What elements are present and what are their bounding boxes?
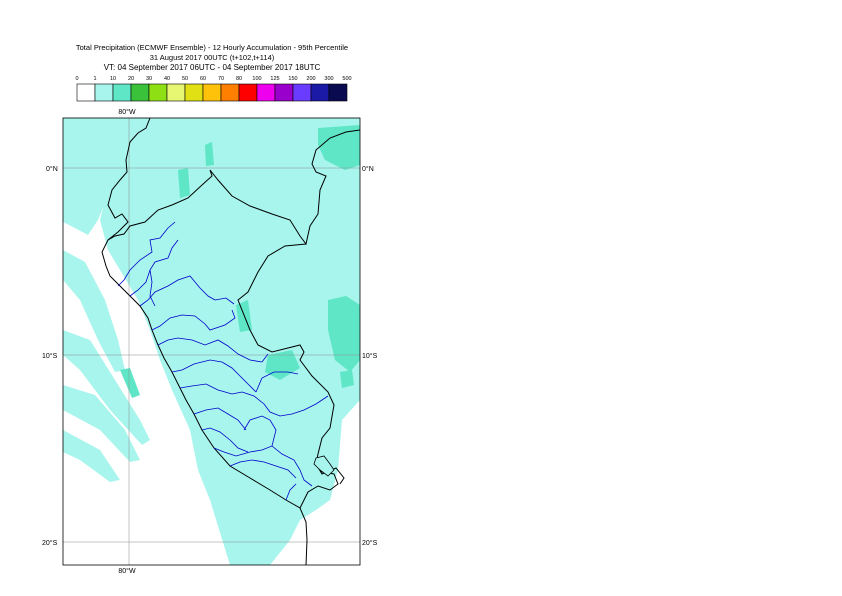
- precip-area-moderate-e: [328, 296, 360, 372]
- legend-threshold-label: 70: [218, 76, 224, 82]
- legend-threshold-label: 40: [164, 76, 170, 82]
- legend-threshold-label: 10: [110, 76, 116, 82]
- precip-area-light-land: [100, 118, 360, 565]
- lon-label-bottom: 80°W: [118, 567, 136, 575]
- valid-time: VT: 04 September 2017 06UTC - 04 Septemb…: [103, 63, 321, 72]
- coastline: [101, 118, 308, 565]
- precip-area-moderate-ne: [318, 125, 360, 170]
- precip-area-moderate-n2: [205, 142, 214, 166]
- legend-threshold-label: 150: [288, 76, 297, 82]
- precip-area-light-strip-3: [63, 385, 140, 462]
- lat-label-left-10s: 10°S: [42, 352, 58, 360]
- legend-threshold-label: 0: [75, 76, 78, 82]
- lat-label-right-0: 0°N: [362, 165, 374, 173]
- precip-area-moderate-e2: [340, 370, 354, 388]
- map-frame: [62, 117, 361, 566]
- lat-label-right-20s: 20°S: [362, 539, 378, 547]
- precip-area-light-strip-2: [63, 330, 150, 445]
- admin-boundaries: [117, 221, 329, 501]
- legend-threshold-label: 100: [252, 76, 261, 82]
- color-scale-legend: 0 1 10 20 30 40 50 60 70 80 100 125 150 200 300 500: [75, 76, 352, 102]
- precip-area-moderate-n1: [178, 168, 190, 198]
- lake-titicaca: [313, 455, 335, 477]
- precip-area-moderate-sw: [120, 368, 140, 398]
- legend-threshold-label: 125: [270, 76, 279, 82]
- legend-threshold-label: 500: [342, 76, 351, 82]
- legend-threshold-label: 300: [324, 76, 333, 82]
- country-borders: [107, 129, 360, 509]
- legend-threshold-label: 80: [236, 76, 242, 82]
- lat-label-left-0: 0°N: [46, 165, 58, 173]
- precip-area-light-south: [63, 430, 120, 482]
- lat-label-left-20s: 20°S: [42, 539, 58, 547]
- legend-threshold-label: 20: [128, 76, 134, 82]
- legend-threshold-label: 50: [182, 76, 188, 82]
- precip-area-light-strip-1: [63, 250, 125, 372]
- legend-threshold-label: 60: [200, 76, 206, 82]
- precip-area-light-north: [63, 118, 140, 235]
- forecast-base-time: 31 August 2017 00UTC (t+102,t+114): [149, 53, 275, 62]
- legend-threshold-label: 30: [146, 76, 152, 82]
- map-title: Total Precipitation (ECMWF Ensemble) - 1…: [75, 43, 349, 52]
- lat-label-right-10s: 10°S: [362, 352, 378, 360]
- lon-label-top: 80°W: [118, 108, 136, 116]
- legend-threshold-label: 1: [93, 76, 96, 82]
- legend-swatch: [328, 83, 348, 102]
- legend-threshold-label: 200: [306, 76, 315, 82]
